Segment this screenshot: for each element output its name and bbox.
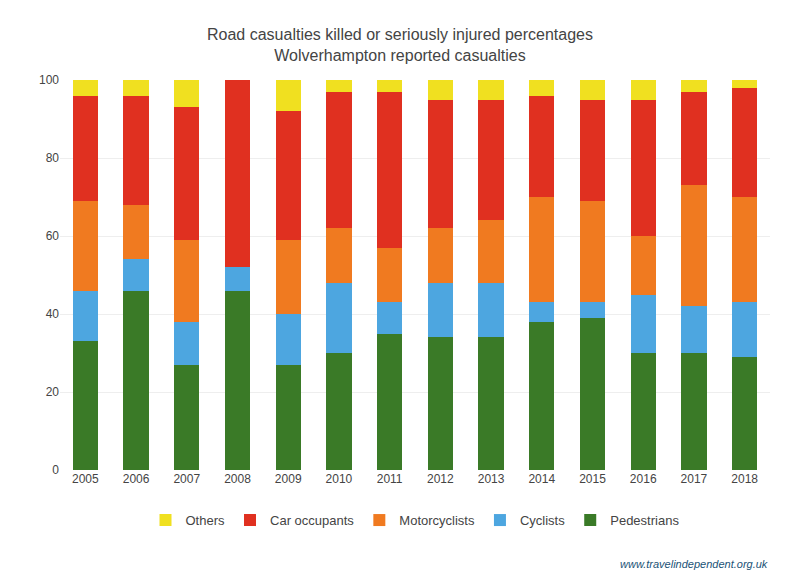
svg-text:2010: 2010	[326, 472, 353, 486]
svg-text:Pedestrians: Pedestrians	[610, 513, 679, 528]
svg-text:2018: 2018	[731, 472, 758, 486]
svg-text:40: 40	[46, 307, 60, 321]
svg-text:2005: 2005	[72, 472, 99, 486]
svg-text:2009: 2009	[275, 472, 302, 486]
svg-text:Motorcyclists: Motorcyclists	[399, 513, 475, 528]
svg-text:2012: 2012	[427, 472, 454, 486]
svg-text:0: 0	[52, 463, 59, 477]
svg-text:20: 20	[46, 385, 60, 399]
svg-text:www.travelindependent.org.uk: www.travelindependent.org.uk	[620, 558, 768, 570]
svg-text:2013: 2013	[478, 472, 505, 486]
svg-text:80: 80	[46, 151, 60, 165]
svg-text:2016: 2016	[630, 472, 657, 486]
svg-text:2007: 2007	[173, 472, 200, 486]
svg-text:Cyclists: Cyclists	[520, 513, 565, 528]
svg-text:2015: 2015	[579, 472, 606, 486]
svg-text:2014: 2014	[528, 472, 555, 486]
svg-text:Others: Others	[186, 513, 226, 528]
svg-text:2017: 2017	[681, 472, 708, 486]
svg-text:60: 60	[46, 229, 60, 243]
svg-text:2006: 2006	[123, 472, 150, 486]
svg-text:Car occupants: Car occupants	[270, 513, 354, 528]
svg-text:2011: 2011	[377, 472, 403, 486]
svg-text:100: 100	[39, 73, 59, 87]
svg-text:2008: 2008	[224, 472, 251, 486]
svg-text:Road casualties killed or seri: Road casualties killed or seriously inju…	[207, 26, 593, 64]
